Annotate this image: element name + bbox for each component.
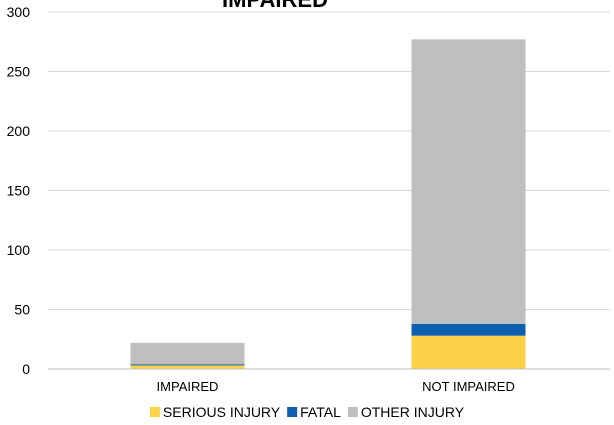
bar-other-injury-not-impaired <box>411 39 526 324</box>
x-category-label: IMPAIRED <box>157 379 219 394</box>
y-tick-label: 50 <box>14 302 30 318</box>
bar-fatal-impaired <box>130 364 245 366</box>
legend-swatch-other-injury <box>347 407 358 417</box>
gridlines <box>48 11 610 310</box>
bar-fatal-not-impaired <box>411 323 526 336</box>
y-tick-label: 200 <box>7 123 31 139</box>
legend-label: OTHER INJURY <box>361 404 465 420</box>
y-tick-label: 0 <box>22 361 30 377</box>
y-tick-label: 100 <box>7 242 31 258</box>
bar-other-injury-impaired <box>130 342 245 365</box>
legend-swatch-fatal <box>287 407 298 417</box>
bar-serious-injury-not-impaired <box>411 335 526 369</box>
y-axis-tick-labels: 0 50 100 150 200 250 300 <box>7 4 31 377</box>
chart-title: IMPAIRED <box>222 0 328 12</box>
bars <box>130 39 526 369</box>
x-axis-category-labels: IMPAIRED NOT IMPAIRED <box>157 379 515 394</box>
x-category-label: NOT IMPAIRED <box>422 379 515 394</box>
bar-serious-injury-impaired <box>130 365 245 369</box>
legend-label: FATAL <box>300 404 341 420</box>
legend-label: SERIOUS INJURY <box>163 404 281 420</box>
y-tick-label: 300 <box>7 4 31 20</box>
y-tick-label: 150 <box>7 183 31 199</box>
legend: SERIOUS INJURY FATAL OTHER INJURY <box>149 404 465 420</box>
y-tick-label: 250 <box>7 64 31 80</box>
legend-swatch-serious-injury <box>149 407 160 417</box>
